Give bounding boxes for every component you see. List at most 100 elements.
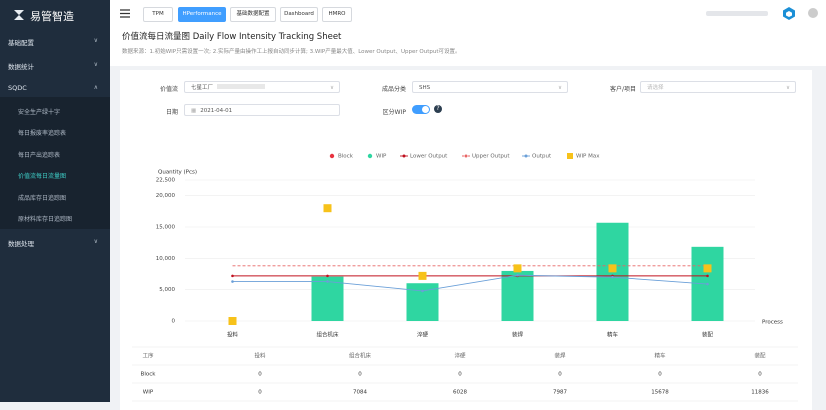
- tab[interactable]: HMRO: [322, 7, 352, 22]
- y-tick-label: 20,000: [156, 193, 176, 199]
- select-value-stream[interactable]: 七星工厂 ∨: [184, 81, 340, 93]
- line: [232, 274, 708, 292]
- table-header: 精车: [654, 352, 666, 360]
- menu-item[interactable]: 数据统计: [8, 63, 34, 71]
- toggle-knob: [422, 106, 429, 113]
- tab[interactable]: TPM: [143, 7, 173, 22]
- page-note: 数据来源：1.初始WIP只需设置一次; 2.实际产量由操作工上报自动同步计算; …: [122, 49, 461, 55]
- chevron: ∨: [93, 37, 98, 44]
- table-cell: 0: [558, 372, 562, 378]
- table-cell: 0: [458, 372, 462, 378]
- line-point: [706, 282, 709, 286]
- chevron: ∨: [93, 61, 98, 68]
- line-point: [231, 280, 234, 283]
- form-label: 成品分类: [381, 86, 406, 93]
- logo-icon: [14, 10, 24, 20]
- legend-label: WIP: [376, 154, 387, 160]
- submenu-item[interactable]: 原材料库存日追踪图: [18, 216, 73, 223]
- line-point: [326, 280, 329, 283]
- x-tick-label: 装焊: [512, 331, 524, 339]
- line-point: [421, 289, 424, 293]
- select-customer[interactable]: 请选择 ∨: [640, 81, 796, 93]
- submenu-item[interactable]: 每日报废率追踪表: [18, 130, 67, 137]
- date-value: 2021-04-01: [200, 108, 233, 114]
- form-label: 日期: [165, 109, 178, 116]
- y-tick-label: 5,000: [159, 287, 175, 293]
- x-tick-label: 装配: [702, 331, 714, 339]
- y-tick-label: 15,000: [156, 225, 176, 231]
- app-icon[interactable]: [782, 6, 796, 21]
- sidebar: 易管智造 基础配置 ∨ 数据统计 ∨ SQDC ∧ 安全生产绿十字 每日报废率追踪表 …: [0, 0, 110, 402]
- table-header: 工序: [142, 352, 154, 360]
- point: [703, 264, 712, 273]
- line-point: [706, 274, 709, 278]
- table-row-label: Block: [141, 372, 157, 378]
- point: [608, 264, 617, 273]
- line-point: [231, 274, 234, 278]
- table-header: 淬硬: [454, 352, 466, 360]
- arrow: ∨: [329, 85, 334, 91]
- table-header: 装配: [754, 352, 766, 360]
- x-tick-label: 精车: [607, 331, 619, 339]
- page-header: 价值流每日流量图 Daily Flow Intensity Tracking S…: [110, 28, 826, 66]
- table-cell: 6028: [453, 390, 467, 396]
- toggle[interactable]: [412, 105, 430, 114]
- legend-swatch: [464, 154, 468, 158]
- bar: [501, 270, 534, 321]
- legend-label: Output: [532, 154, 552, 160]
- point: [228, 317, 237, 325]
- table-header: 投料: [254, 352, 266, 360]
- menu-item[interactable]: 基础配置: [8, 39, 34, 47]
- submenu-item[interactable]: 每日产出追踪表: [18, 152, 61, 159]
- point: [323, 204, 332, 213]
- legend-label: Block: [338, 154, 354, 160]
- x-axis-title: Process: [762, 320, 783, 326]
- blurred-text: [217, 84, 266, 89]
- form-label: 客户/项目: [609, 86, 636, 93]
- point: [513, 264, 522, 273]
- submenu: 安全生产绿十字 每日报废率追踪表 每日产出追踪表 价值流每日流量图 成品库存日追…: [0, 97, 110, 229]
- line-point: [516, 273, 519, 277]
- select-category[interactable]: SHS ∨: [412, 81, 568, 93]
- tab[interactable]: Dashboard: [280, 7, 318, 22]
- legend-swatch: [524, 154, 528, 158]
- line-point: [326, 274, 329, 278]
- tab[interactable]: 基础数据配置: [230, 7, 276, 22]
- submenu-item[interactable]: 成品库存日追踪图: [18, 195, 67, 202]
- content-card: 价值流 七星工厂 ∨ 成品分类 SHS ∨ 客户/项目 请选择 ∨ 日期 ▦ 2021-…: [120, 70, 812, 410]
- submenu-item[interactable]: 安全生产绿十字: [18, 109, 61, 116]
- select-value: 七星工厂: [191, 85, 214, 91]
- menu-toggle[interactable]: [120, 9, 130, 18]
- table-cell: 0: [258, 390, 262, 396]
- table-cell: 0: [258, 372, 262, 378]
- select-value: SHS: [419, 85, 431, 91]
- menu-item[interactable]: SQDC: [8, 84, 27, 92]
- table-cell: 0: [658, 372, 662, 378]
- help-icon[interactable]: ?: [434, 105, 442, 113]
- table-cell: 7987: [553, 390, 567, 396]
- table-header: 组合机床: [349, 352, 372, 360]
- x-tick-label: 组合机床: [316, 331, 339, 339]
- chevron: ∨: [93, 238, 98, 245]
- arrow: ∨: [557, 85, 562, 91]
- menu-item[interactable]: 数据处理: [8, 240, 34, 248]
- table-row-label: WIP: [143, 390, 154, 396]
- arrow: ∨: [785, 85, 790, 91]
- form-label: 区分WIP: [382, 109, 406, 116]
- avatar[interactable]: [808, 8, 818, 18]
- legend-label: WIP Max: [576, 154, 600, 160]
- form-label: 价值流: [159, 86, 178, 93]
- table-cell: 0: [758, 372, 762, 378]
- table-cell: 11836: [751, 390, 769, 396]
- tab-active[interactable]: HPerformance: [178, 7, 226, 22]
- top-bar: TPM HPerformance 基础数据配置 Dashboard HMRO: [110, 0, 826, 29]
- y-tick-label: 22,500: [156, 178, 176, 184]
- y-tick-label: 10,000: [156, 256, 176, 262]
- table-cell: 7084: [353, 390, 367, 396]
- placeholder: 请选择: [647, 85, 664, 91]
- submenu-item-active[interactable]: 价值流每日流量图: [18, 173, 67, 180]
- date-input[interactable]: ▦ 2021-04-01: [184, 104, 340, 116]
- x-tick-label: 淬硬: [417, 331, 429, 339]
- line-point: [611, 275, 614, 279]
